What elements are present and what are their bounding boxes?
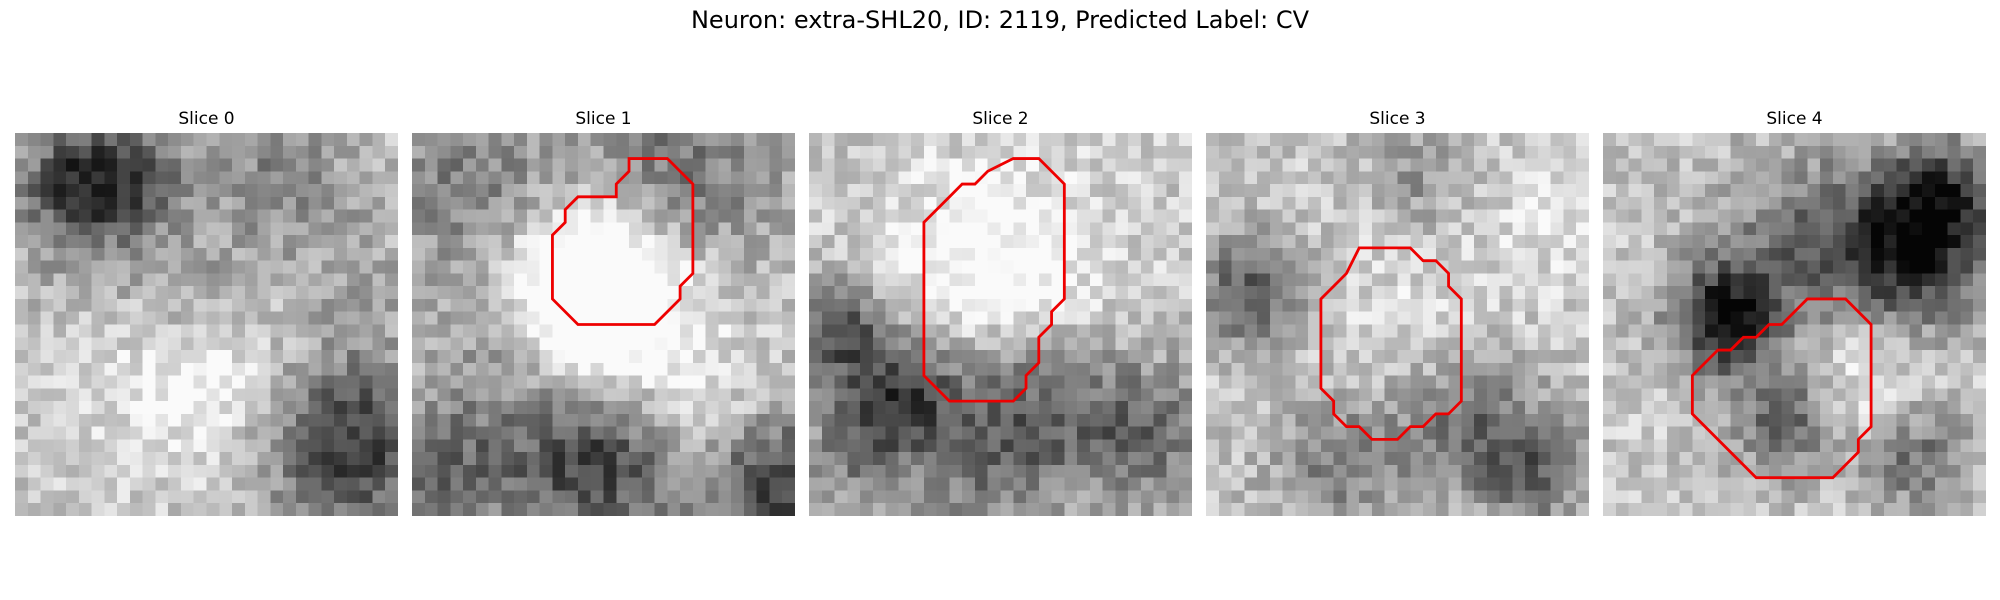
slice-panel-1: Slice 1 [412,108,795,516]
slice-image-3 [1206,133,1589,516]
roi-outline [1319,246,1463,441]
slice-panel-4: Slice 4 [1603,108,1986,516]
pixel-grid [1206,133,1589,516]
pixel-grid [809,133,1192,516]
roi-outline [1690,297,1873,480]
slice-title-3: Slice 3 [1369,109,1426,129]
slice-image-4 [1603,133,1986,516]
figure-title: Neuron: extra-SHL20, ID: 2119, Predicted… [690,6,1310,34]
slice-title-1: Slice 1 [575,109,632,129]
slice-title-0: Slice 0 [178,109,235,129]
slice-title-4: Slice 4 [1766,109,1823,129]
slice-title-2: Slice 2 [972,109,1029,129]
slice-image-0 [15,133,398,516]
pixel-grid [1603,133,1986,516]
slice-image-1 [412,133,795,516]
roi-outline [551,157,695,326]
roi-outline [922,157,1066,403]
slice-panel-0: Slice 0 [15,108,398,516]
slice-panel-3: Slice 3 [1206,108,1589,516]
pixel-grid [15,133,398,516]
slice-image-2 [809,133,1192,516]
slice-panel-2: Slice 2 [809,108,1192,516]
